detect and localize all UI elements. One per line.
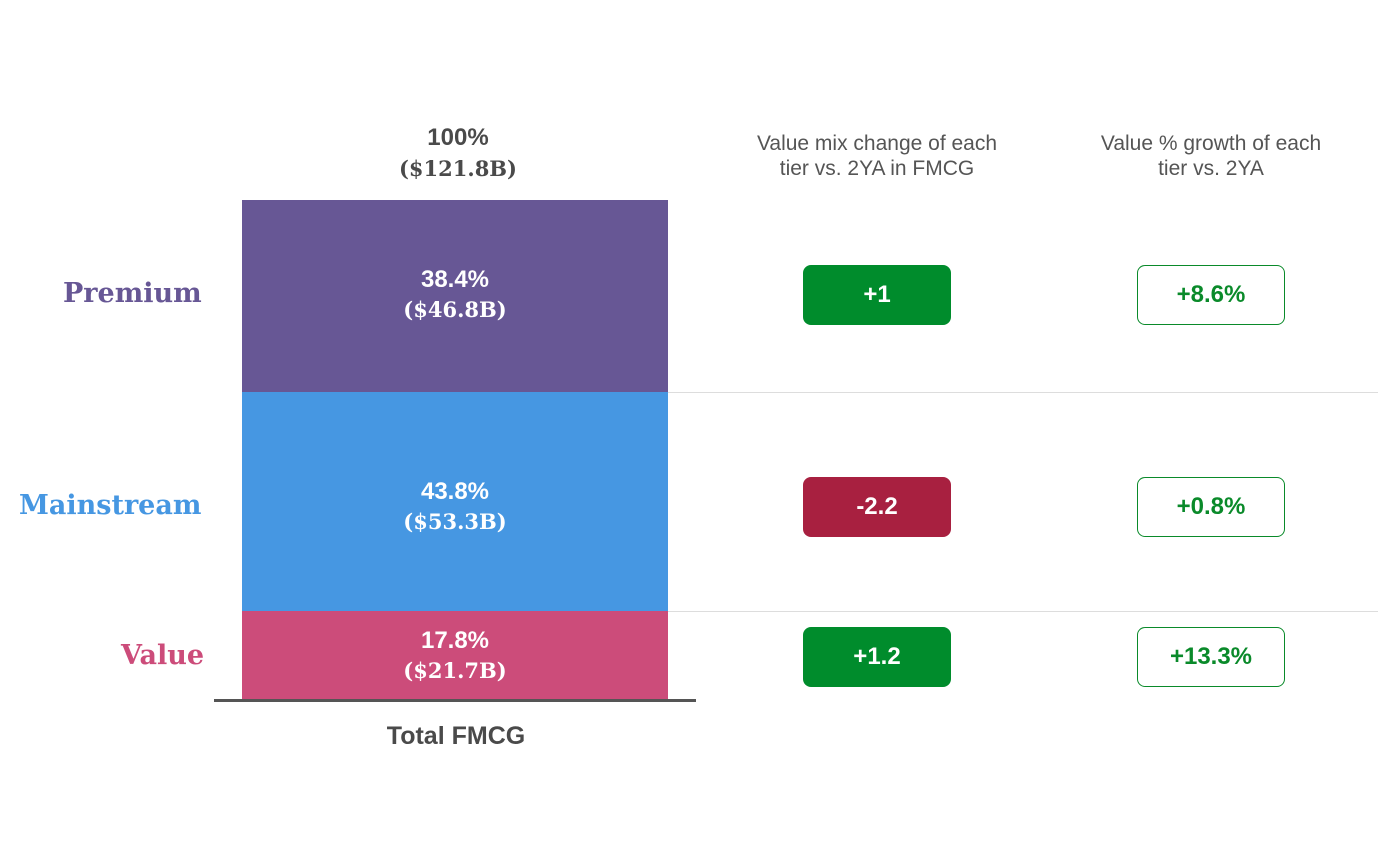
bar-segment-mainstream: 43.8% ($53.3B) [242,392,668,611]
mix-change-header-line-1: Value mix change of each [756,132,998,155]
growth-header: Value % growth of each tier vs. 2YA [1064,131,1358,181]
mix-change-badge: -2.2 [803,477,951,537]
tier-label-premium: Premium [63,278,202,309]
bar-baseline [214,699,696,702]
mix-change-badge: +1.2 [803,627,951,687]
growth-badge: +0.8% [1137,477,1285,537]
segment-value-label: ($21.7B) [403,658,507,683]
segment-value-label: ($46.8B) [403,297,507,322]
bar-segment-value: 17.8% ($21.7B) [242,611,668,700]
stacked-bar: 38.4% ($46.8B) 43.8% ($53.3B) 17.8% ($21… [242,200,668,700]
mix-change-header-line-2: tier vs. 2YA in FMCG [779,157,975,180]
segment-share-label: 43.8% [420,478,490,505]
tier-label-mainstream: Mainstream [19,490,202,521]
total-share-label: 100% [427,124,489,151]
growth-header-line-2: tier vs. 2YA [1158,157,1264,180]
segment-value-label: ($53.3B) [403,509,507,534]
growth-header-line-1: Value % growth of each [1100,132,1322,155]
mix-change-badge: +1 [803,265,951,325]
growth-badge: +13.3% [1137,627,1285,687]
row-separator [668,611,1378,612]
bar-category-label: Total FMCG [386,722,526,750]
tier-label-value: Value [121,640,205,671]
segment-share-label: 17.8% [420,627,490,654]
segment-share-label: 38.4% [420,266,490,293]
bar-segment-premium: 38.4% ($46.8B) [242,200,668,392]
mix-change-header: Value mix change of each tier vs. 2YA in… [727,131,1027,181]
row-separator [668,392,1378,393]
total-value-label: ($121.8B) [399,156,517,181]
growth-badge: +8.6% [1137,265,1285,325]
